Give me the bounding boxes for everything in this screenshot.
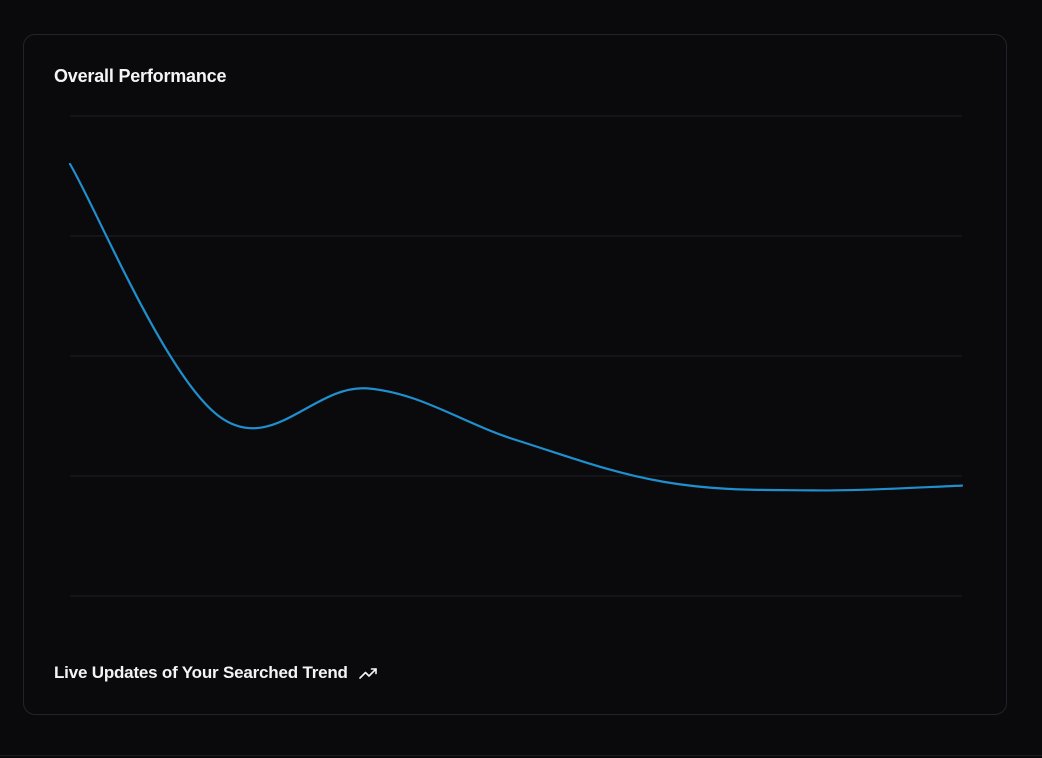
performance-line-chart [68, 115, 964, 597]
card-title: Overall Performance [54, 66, 227, 86]
chart-gridlines [70, 115, 962, 597]
chart-series [68, 162, 964, 492]
performance-card: Overall Performance Live Updates of Your… [23, 34, 1007, 715]
footer-caption: Live Updates of Your Searched Trend [54, 663, 348, 682]
series-line-0 [68, 162, 964, 492]
card-footer: Live Updates of Your Searched Trend [54, 663, 378, 683]
trending-up-icon [358, 663, 378, 683]
bottom-divider [0, 755, 1042, 756]
